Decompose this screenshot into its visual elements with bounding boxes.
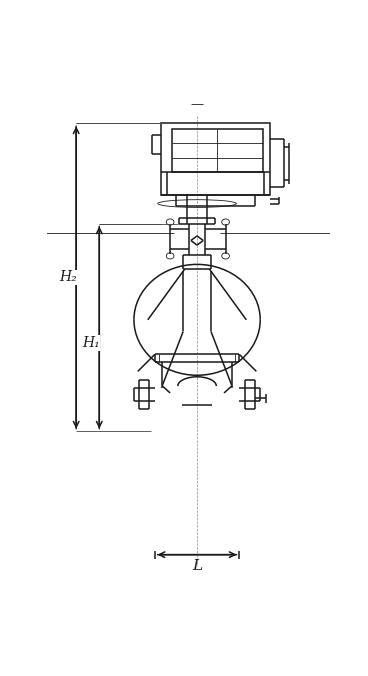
- Text: L: L: [192, 559, 202, 573]
- Text: H₂: H₂: [59, 270, 77, 285]
- Bar: [161, 124, 270, 195]
- Text: H₁: H₁: [82, 336, 100, 350]
- Bar: [171, 129, 262, 172]
